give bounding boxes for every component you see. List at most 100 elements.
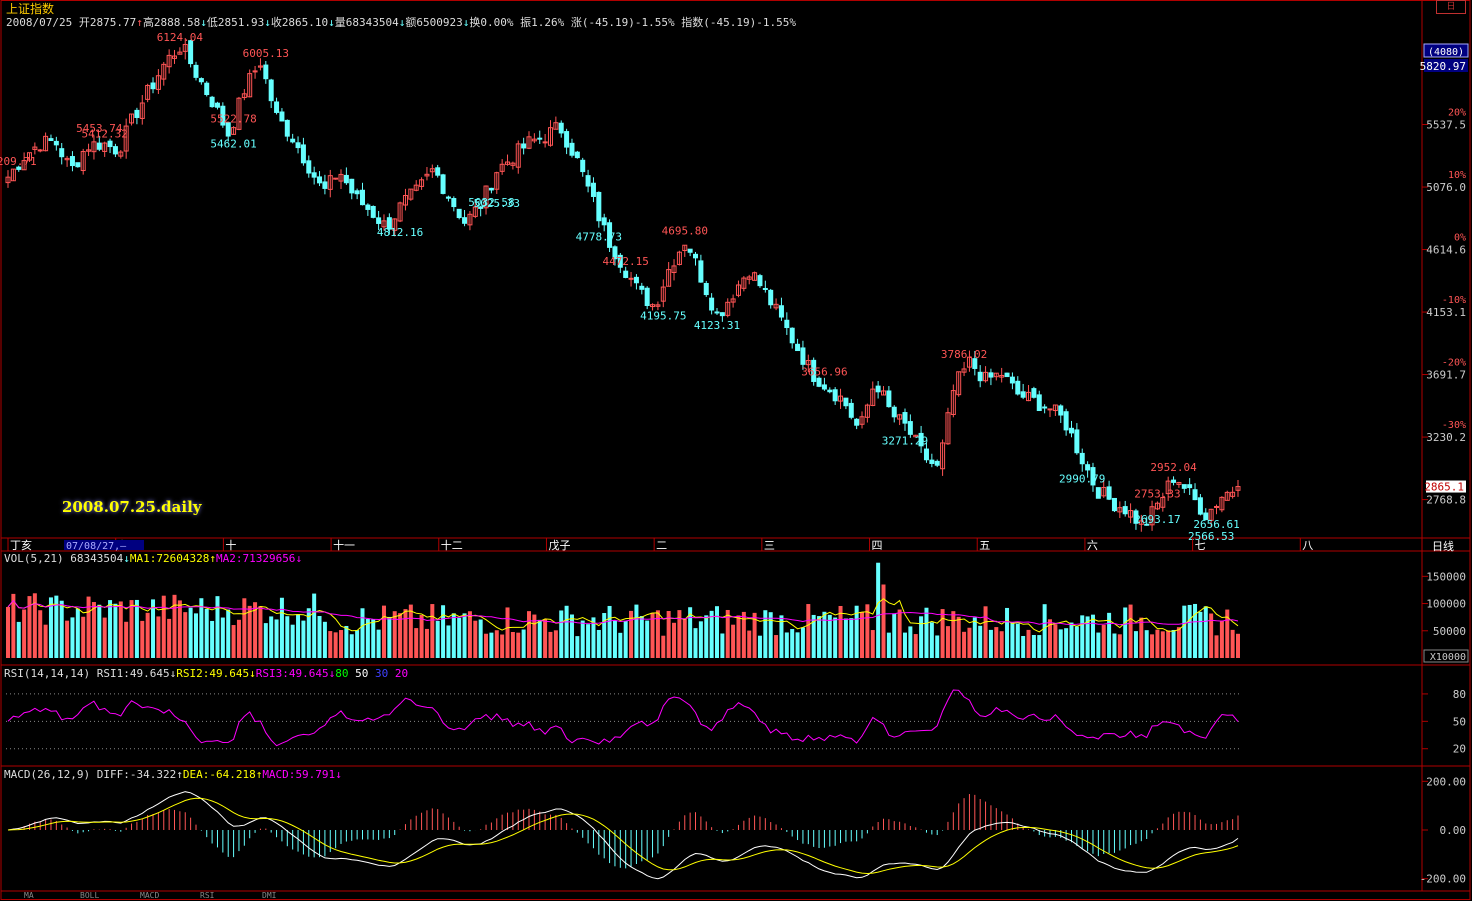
macd-tick-label: 200.00 [1426,775,1466,788]
tab-boll[interactable]: BOLL [80,891,100,900]
volume-bar [296,614,301,658]
volume-bar [435,620,440,658]
volume-bar [215,596,220,658]
candle-down [886,390,892,408]
candle-up [429,168,435,173]
volume-bar [623,620,628,658]
candle-up [542,141,548,144]
candle-down [349,178,355,194]
volume-bar [913,634,918,658]
top-value-bg [1424,59,1468,72]
tab-ma[interactable]: MA [24,891,34,900]
volume-bar [1133,631,1138,658]
candle-down [1036,394,1042,412]
maximize-button[interactable]: 日 [1436,0,1466,14]
volume-bar [263,623,268,658]
volume-bar [430,604,435,658]
candle-up [10,168,16,182]
volume-bar [768,612,773,658]
rsi-tick-label: 20 [1453,743,1466,756]
change-label: 涨 [570,16,582,29]
volume-bar [543,619,548,658]
candle-up [419,179,425,187]
volume-bar [419,614,424,658]
volume-bar [527,611,532,658]
candle-down [778,305,784,318]
volume-bar [6,607,10,658]
current-price-bg [1426,480,1466,493]
candle-up [32,146,38,150]
volume-series [6,562,1240,658]
candle-down [274,101,280,113]
volume-bar [886,632,891,658]
volume-bar [11,593,16,658]
volume-bar [1203,606,1208,658]
pct-tick-label: 20% [1448,108,1466,119]
candle-down [112,146,118,155]
volume-bar [559,610,564,658]
index-title: 上证指数 [6,2,55,16]
volume-bar [1048,619,1053,658]
vol-label: VOL(5,21) [4,552,64,565]
candle-down [150,82,156,90]
down-arrow-icon: ↓ [328,16,335,29]
volume-bar [994,627,999,658]
candle-down [521,143,527,149]
volume-bar [945,626,950,658]
change-value: (-45.19)-1.55% [581,16,675,29]
tab-rsi[interactable]: RSI [200,891,215,900]
candle-up [999,374,1005,378]
volume-bar [714,606,719,658]
candle-up [1224,491,1230,501]
volume-bar [1074,626,1079,658]
candle-down [580,159,586,173]
volume-bar [779,615,784,658]
volume-bar [908,626,913,658]
count-badge: (4080) [1428,47,1464,58]
volume-bar [854,605,859,658]
volume-bar [741,611,746,658]
rsi-tick-label: 80 [1453,688,1466,701]
tab-macd[interactable]: MACD [140,891,160,900]
volume-bar [414,628,419,658]
candle-down [564,131,570,148]
candle-up [881,390,887,396]
candle-down [220,105,226,126]
high-annotation: 5209.71 [0,155,37,168]
candle-down [59,148,65,158]
volume-bar [677,610,682,658]
volume-bar [1166,630,1171,658]
tab-dmi[interactable]: DMI [262,891,277,900]
low-annotation: 3271.29 [882,435,928,448]
candle-down [322,181,328,189]
candle-up [472,206,478,217]
down-arrow-icon: ↓ [200,16,207,29]
low-annotation: 2693.17 [1134,513,1180,526]
candle-down [1181,484,1187,489]
candle-down [574,151,580,159]
candle-down [816,377,822,387]
candle-down [1192,489,1198,501]
high-annotation: 4695.80 [662,225,708,238]
candle-up [1214,505,1220,508]
volume-bar [269,616,274,658]
candle-down [16,166,22,170]
candle-down [440,174,446,194]
candle-down [96,142,102,150]
time-axis-label: 七 [1195,539,1206,552]
volume-bar [1042,604,1047,658]
volume-bar [193,613,198,658]
volume-bar [704,615,709,658]
volume-bar [188,607,193,658]
time-axis-label: 丁亥 [10,538,32,552]
candle-up [940,442,946,470]
turnover-value: 0.00% [480,16,514,29]
rsi-level-20: 20 [394,667,409,680]
amount-value: 6500923 [416,16,463,29]
volume-bar [322,621,327,658]
price-tick-label: 3230.2 [1426,431,1466,444]
volume-bar [140,620,145,658]
candle-up [166,54,172,68]
diff-value: -34.322 [129,768,177,781]
